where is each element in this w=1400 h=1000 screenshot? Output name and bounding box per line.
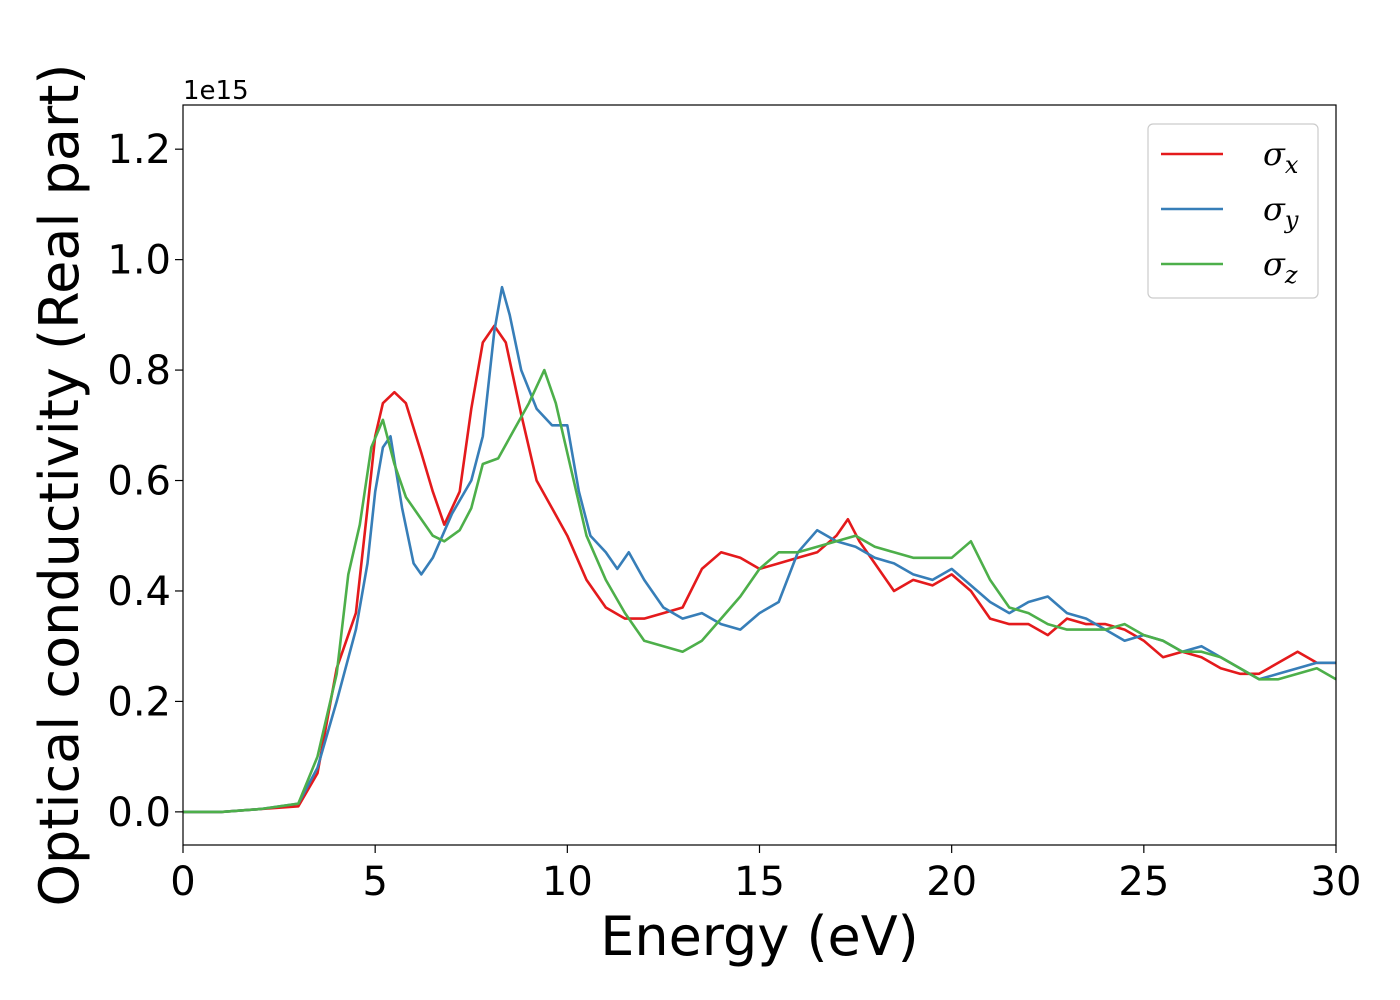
y-tick-label: 0.8 [107,348,171,394]
series-line-x [183,324,1336,814]
legend-label-z: σz [1263,245,1298,289]
x-tick-label: 10 [542,859,593,905]
x-tick-label: 15 [734,859,785,905]
y-tick-label: 0.0 [107,790,171,836]
y-tick-label: 0.6 [107,459,171,505]
y-tick-label: 1.2 [107,127,171,173]
x-tick-label: 25 [1118,859,1169,905]
x-tick-label: 0 [170,859,195,905]
x-tick-label: 30 [1311,859,1362,905]
series-line-z [183,368,1337,814]
x-tick-label: 20 [926,859,977,905]
legend-box [1147,123,1319,299]
x-axis-ticks: 0 5 10 15 20 25 30 [170,845,1361,905]
y-axis-title: Optical conductivity (Real part) [28,64,91,907]
y-tick-label: 1.0 [107,238,171,284]
y-axis-ticks: 0.0 0.2 0.4 0.6 0.8 1.0 1.2 [107,127,183,836]
y-tick-label: 0.2 [107,679,171,725]
x-tick-label: 5 [362,859,387,905]
y-tick-label: 0.4 [107,569,171,615]
legend-label-y: σy [1263,190,1299,234]
plot-lines [183,285,1337,814]
x-axis-title: Energy (eV) [600,905,919,968]
legend-label-x: σx [1263,135,1299,179]
series-line-y [183,285,1336,814]
y-offset-label: 1e15 [183,76,249,106]
legend: σx σy σz [1147,123,1319,299]
